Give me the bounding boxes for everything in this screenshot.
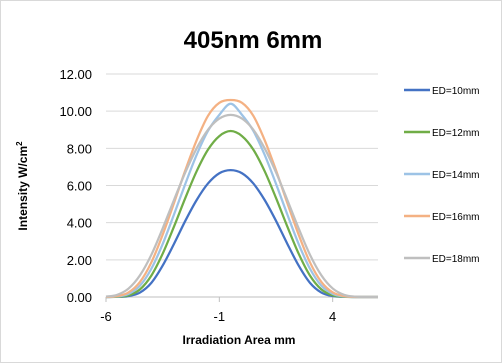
legend-label: ED=12mm — [432, 128, 480, 139]
x-tick-label: -1 — [214, 309, 226, 324]
series-line — [105, 102, 378, 299]
y-axis-label-main: Intensity W/cm — [16, 146, 30, 231]
legend-label: ED=10mm — [432, 86, 480, 97]
y-tick-label: 0.00 — [67, 290, 92, 305]
y-tick-label: 8.00 — [67, 141, 92, 156]
y-tick-label: 4.00 — [67, 216, 92, 231]
y-tick-label: 10.00 — [59, 104, 92, 119]
series-line — [105, 113, 379, 299]
legend-label: ED=14mm — [432, 170, 480, 181]
y-tick-labels: 0.00 2.00 4.00 6.00 8.00 10.00 12.00 — [59, 67, 92, 305]
y-tick-label: 12.00 — [59, 67, 92, 82]
y-axis-label: Intensity W/cm2 — [15, 141, 30, 231]
x-tick-labels: -6 -1 4 — [100, 297, 336, 324]
y-axis-label-sup: 2 — [15, 141, 24, 146]
x-axis-label: Irradiation Area mm — [183, 333, 296, 347]
legend-label: ED=16mm — [432, 212, 480, 223]
series-line — [105, 98, 378, 299]
series-line — [105, 129, 378, 299]
series-lines — [105, 98, 379, 299]
legend-label: ED=18mm — [432, 254, 480, 265]
legend: ED=10mm ED=12mm ED=14mm ED=16mm ED=18mm — [404, 86, 480, 265]
x-tick-label: 4 — [329, 309, 336, 324]
y-tick-label: 2.00 — [67, 253, 92, 268]
chart-title: 405nm 6mm — [184, 27, 323, 54]
x-tick-label: -6 — [100, 309, 112, 324]
y-tick-label: 6.00 — [67, 179, 92, 194]
